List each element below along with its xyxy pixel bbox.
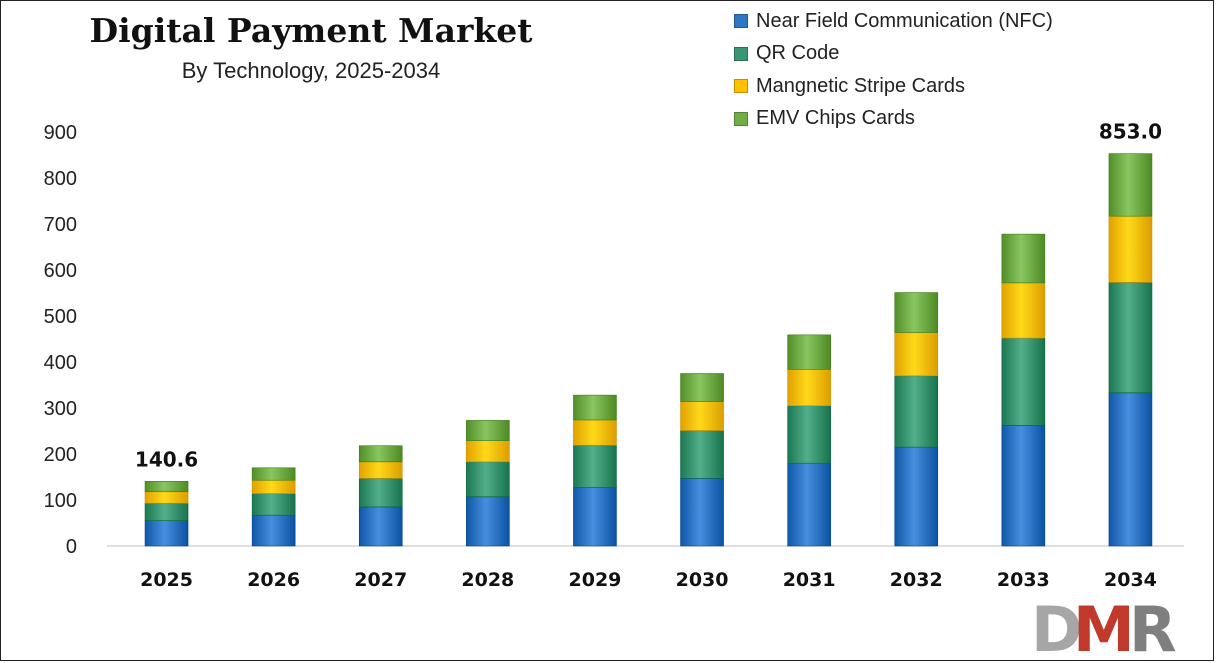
bar-segment-emv-chips-cards-2026 [251,467,296,481]
bar-segment-near-field-communication-nfc-2032 [894,446,939,547]
bar-segment-near-field-communication-nfc-2030 [680,478,724,547]
y-tick-label: 0 [66,536,77,558]
bar-segment-emv-chips-cards-2027 [358,445,403,463]
bar-segment-mangnetic-stripe-cards-2034 [1108,215,1153,283]
x-tick-label: 2034 [1104,569,1157,591]
y-tick-label: 900 [44,122,77,144]
bar-segment-qr-code-2031 [787,405,831,464]
bar-segment-qr-code-2030 [680,430,724,479]
bar-segment-qr-code-2029 [573,444,617,488]
chart-subtitle: By Technology, 2025-2034 [181,58,441,83]
bar-segment-near-field-communication-nfc-2033 [1001,425,1046,547]
legend: Near Field Communication (NFC) QR Code M… [734,5,1053,135]
legend-swatch-emv-chips [734,111,748,126]
bar-segment-near-field-communication-nfc-2027 [358,506,403,547]
bar-stack-2030 [680,373,724,547]
x-tick-label: 2029 [569,569,622,591]
bar-segment-mangnetic-stripe-cards-2032 [894,332,939,377]
logo-letter-m: M [1073,593,1135,662]
bar-segment-near-field-communication-nfc-2029 [573,487,617,547]
x-tick-label: 2031 [783,569,836,591]
x-tick-label: 2028 [461,569,514,591]
bar-stack-2032 [894,292,939,547]
bar-segment-emv-chips-cards-2028 [466,420,510,441]
bar-segment-emv-chips-cards-2029 [573,394,617,421]
bar-segment-qr-code-2033 [1001,337,1046,426]
bar-segment-near-field-communication-nfc-2028 [466,496,510,547]
bar-segment-qr-code-2034 [1108,282,1153,394]
x-tick-label: 2026 [247,569,300,591]
bar-stack-2028 [466,420,510,547]
bar-segment-emv-chips-cards-2033 [1001,233,1046,284]
bar-segment-emv-chips-cards-2030 [680,373,724,402]
y-tick-label: 700 [44,214,77,236]
bar-segment-mangnetic-stripe-cards-2030 [680,401,724,431]
bar-segment-emv-chips-cards-2031 [787,334,831,370]
bar-stack-2034 [1108,153,1153,547]
legend-item-magnetic-stripe: Mangnetic Stripe Cards [734,70,1053,103]
bar-segment-emv-chips-cards-2032 [894,292,939,333]
x-tick-label: 2032 [890,569,943,591]
bar-segment-near-field-communication-nfc-2026 [251,514,296,547]
total-value-label: 853.0 [1099,120,1162,144]
bar-segment-qr-code-2026 [251,493,296,516]
x-tick-label: 2027 [354,569,407,591]
y-tick-label: 800 [44,168,77,190]
y-tick-label: 300 [44,398,77,420]
bar-segment-qr-code-2025 [144,502,189,522]
bar-segment-near-field-communication-nfc-2034 [1108,392,1153,547]
bar-segment-mangnetic-stripe-cards-2029 [573,419,617,446]
legend-item-qr-code: QR Code [734,38,1053,71]
legend-label-qr-code: QR Code [756,42,840,65]
bar-segment-mangnetic-stripe-cards-2033 [1001,282,1046,339]
y-tick-label: 200 [44,444,77,466]
legend-swatch-qr-code [734,46,748,61]
x-tick-label: 2025 [140,569,193,591]
legend-label-nfc: Near Field Communication (NFC) [756,9,1053,32]
bar-segment-qr-code-2027 [358,478,403,508]
bar-segment-near-field-communication-nfc-2031 [787,462,831,547]
y-tick-label: 100 [44,490,77,512]
legend-item-nfc: Near Field Communication (NFC) [734,5,1053,38]
bar-segment-near-field-communication-nfc-2025 [144,520,189,547]
bar-stack-2033 [1001,233,1046,547]
bar-segment-mangnetic-stripe-cards-2028 [466,440,510,463]
bar-segment-qr-code-2028 [466,461,510,498]
bar-segment-mangnetic-stripe-cards-2026 [251,479,296,494]
y-tick-label: 600 [44,260,77,282]
logo-letter-r: R [1129,593,1177,662]
logo-letter-d: D [1031,593,1082,662]
bar-segment-mangnetic-stripe-cards-2031 [787,369,831,406]
y-tick-label: 500 [44,306,77,328]
legend-item-emv-chips: EMV Chips Cards [734,103,1053,136]
bar-segment-emv-chips-cards-2025 [144,481,189,493]
legend-swatch-magnetic-stripe [734,79,748,94]
x-tick-label: 2030 [676,569,729,591]
bar-stack-2031 [787,334,831,547]
legend-swatch-nfc [734,14,748,29]
bar-stack-2029 [573,394,617,547]
bar-stack-2027 [358,445,403,547]
total-value-label: 140.6 [135,447,198,471]
legend-label-emv-chips: EMV Chips Cards [756,107,915,130]
bar-segment-mangnetic-stripe-cards-2025 [144,491,189,504]
dmr-logo: DMR [1031,593,1177,662]
bar-segment-qr-code-2032 [894,375,939,448]
chart-title: Digital Payment Market [89,11,533,50]
bar-stack-2025 [144,481,189,547]
x-tick-label: 2033 [997,569,1050,591]
bar-segment-emv-chips-cards-2034 [1108,153,1153,217]
legend-label-magnetic-stripe: Mangnetic Stripe Cards [756,74,965,97]
bar-segment-mangnetic-stripe-cards-2027 [358,461,403,479]
bar-stack-2026 [251,467,296,547]
y-tick-label: 400 [44,352,77,374]
